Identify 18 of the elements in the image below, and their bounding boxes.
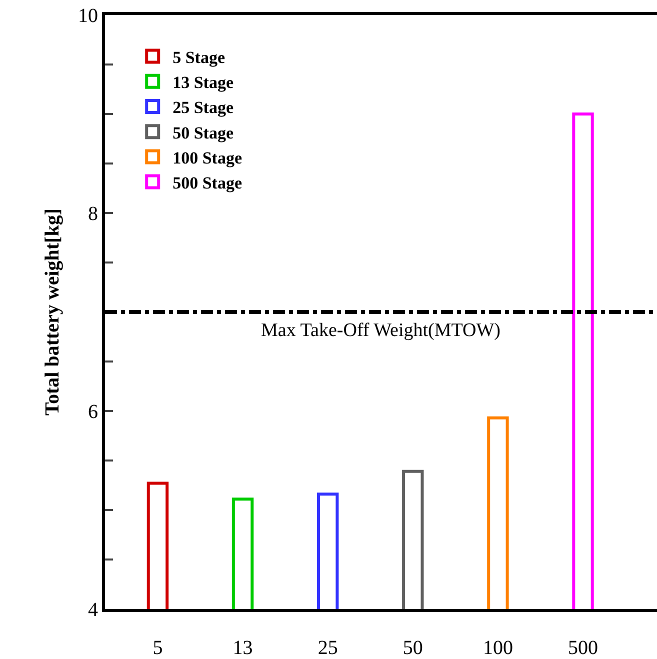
y-axis-title: Total battery weight[kg] (42, 208, 64, 416)
x-tick-label: 25 (318, 637, 338, 659)
legend-label: 50 Stage (172, 123, 234, 142)
y-tick-label: 4 (88, 599, 98, 621)
legend-label: 5 Stage (172, 48, 226, 67)
x-tick-label: 50 (402, 637, 423, 659)
ref-line-label: Max Take-Off Weight(MTOW) (261, 320, 501, 341)
x-tick-label: 13 (232, 637, 253, 659)
x-tick-label: 500 (568, 637, 598, 659)
x-tick-label: 5 (152, 637, 163, 659)
x-tick-label: 100 (482, 637, 513, 659)
legend-label: 13 Stage (172, 73, 234, 92)
y-tick-label: 8 (88, 203, 98, 225)
legend-label: 500 Stage (172, 173, 242, 192)
legend-label: 100 Stage (172, 148, 242, 168)
legend-label: 25 Stage (172, 98, 234, 118)
y-tick-label: 6 (88, 401, 98, 423)
y-tick-label: 10 (78, 5, 98, 27)
